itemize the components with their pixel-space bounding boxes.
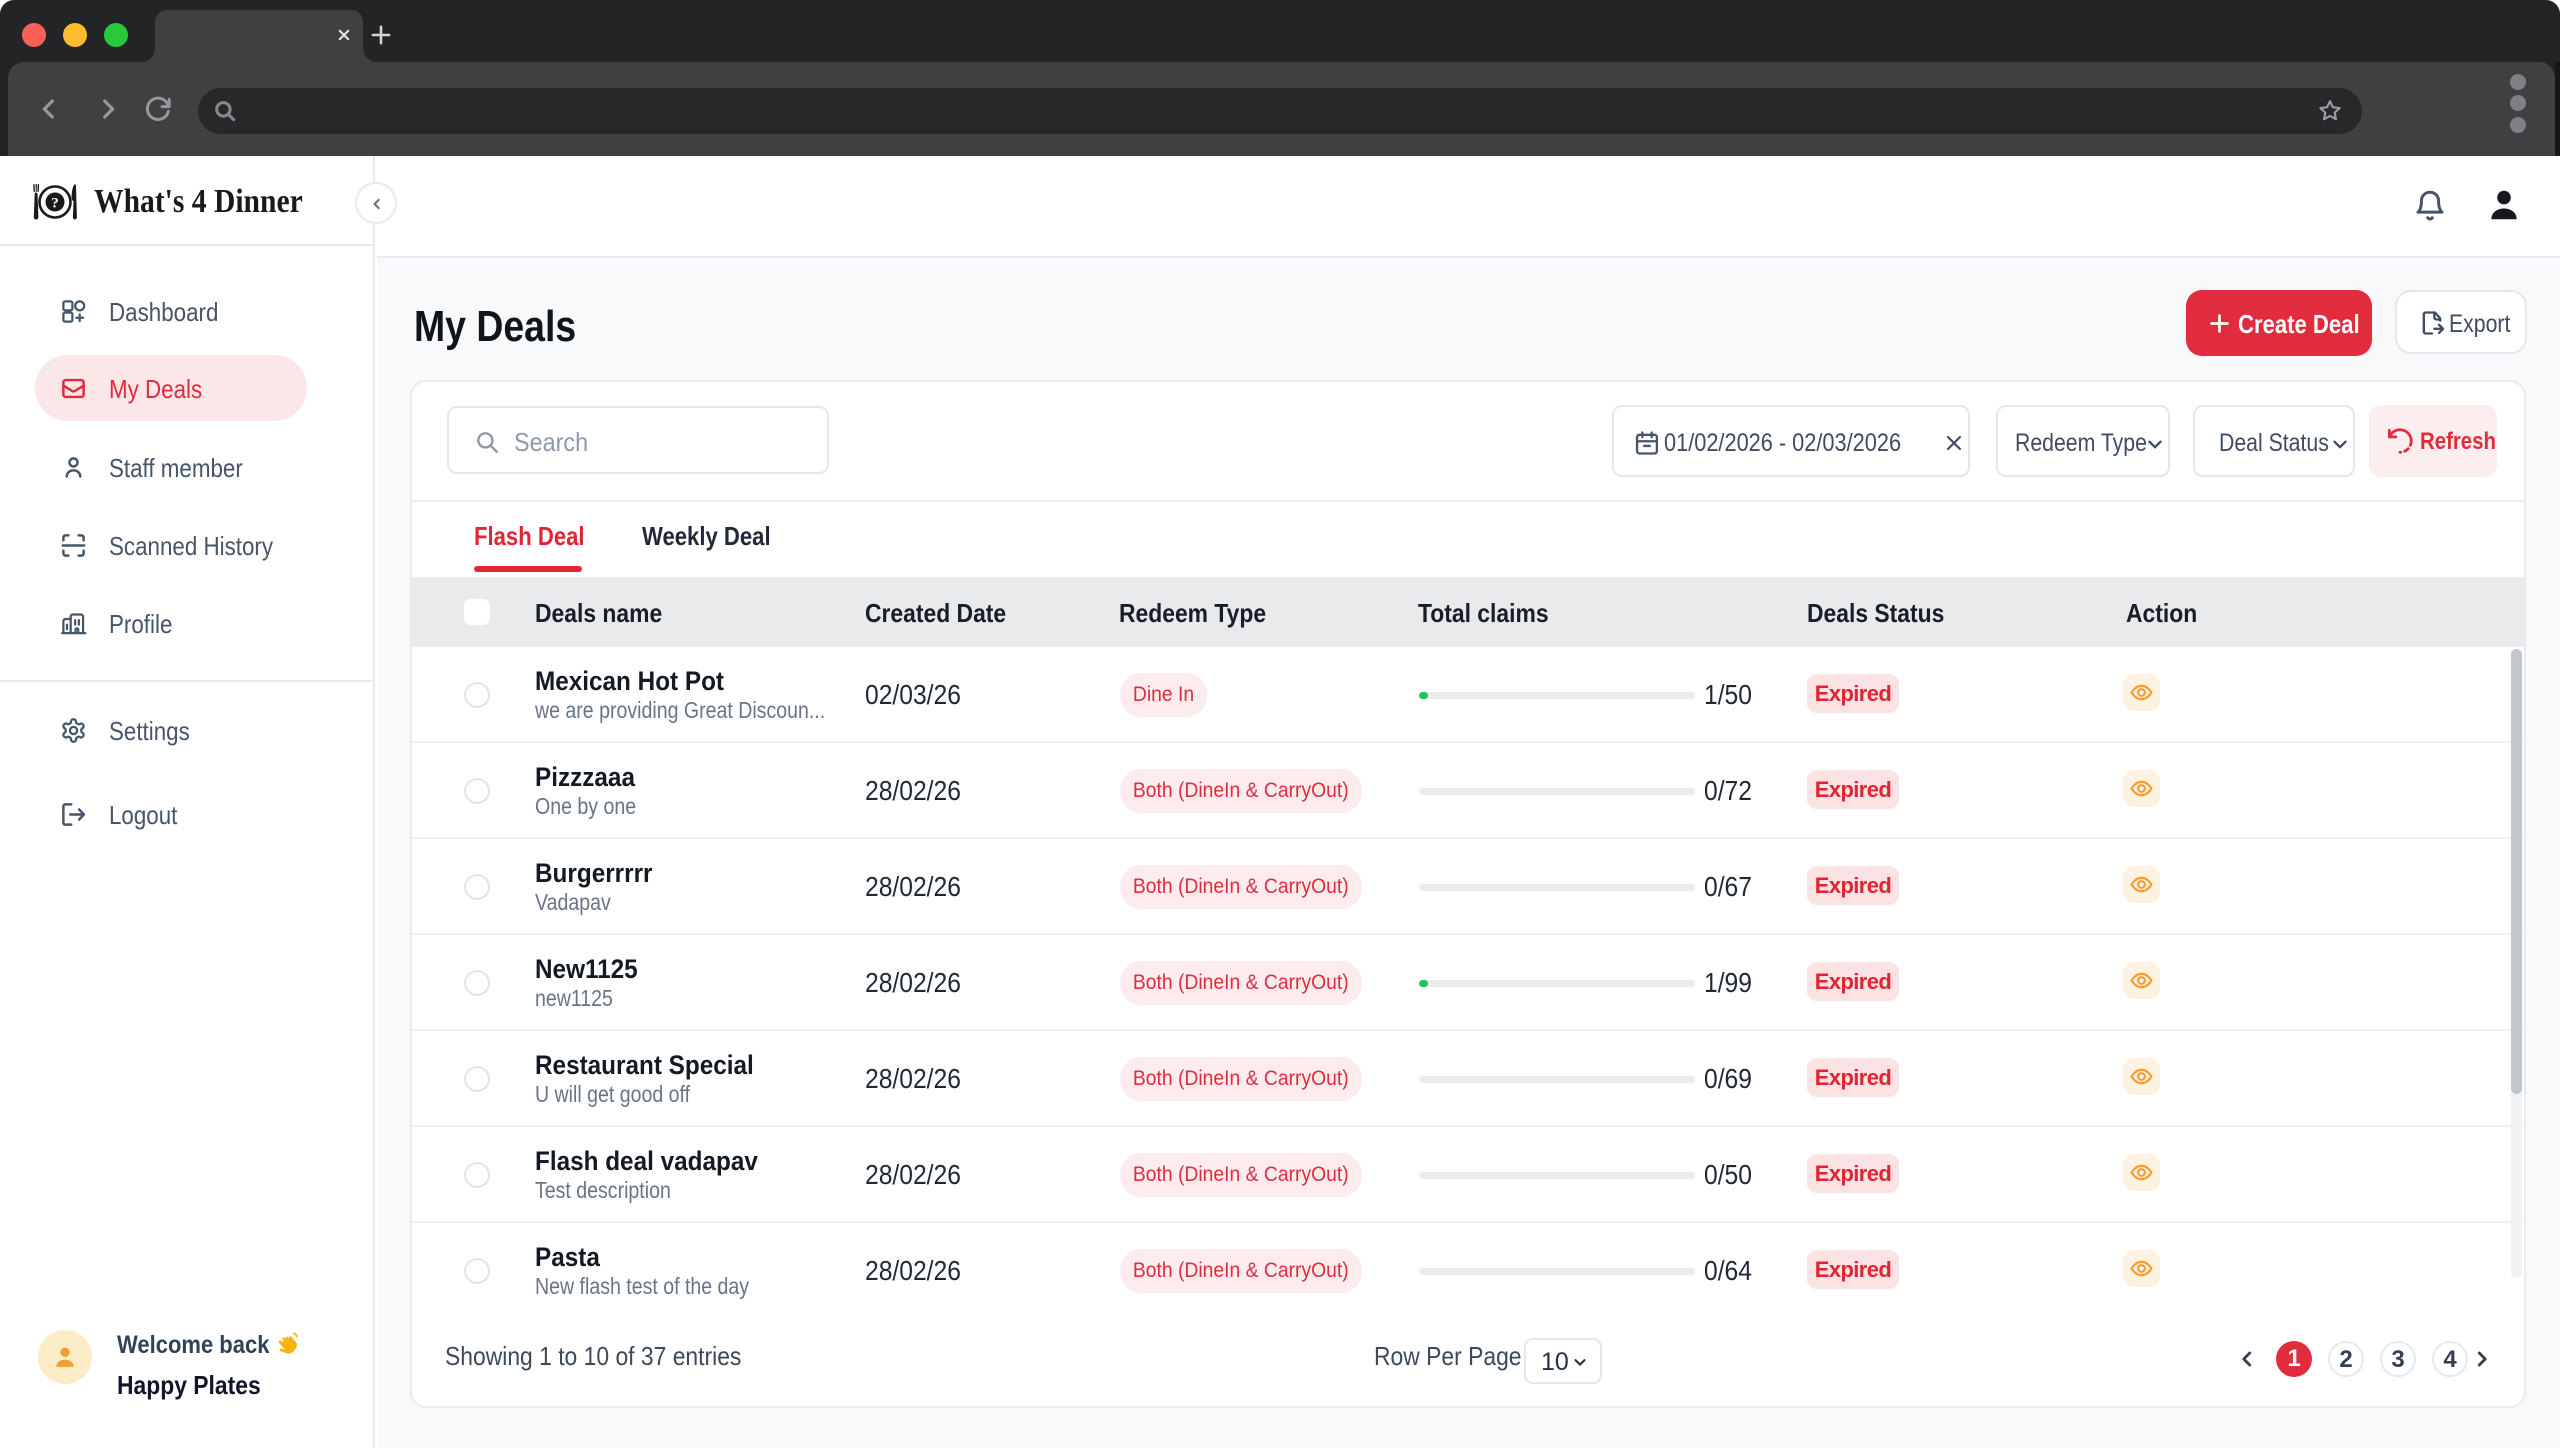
- svg-text:?: ?: [51, 196, 59, 212]
